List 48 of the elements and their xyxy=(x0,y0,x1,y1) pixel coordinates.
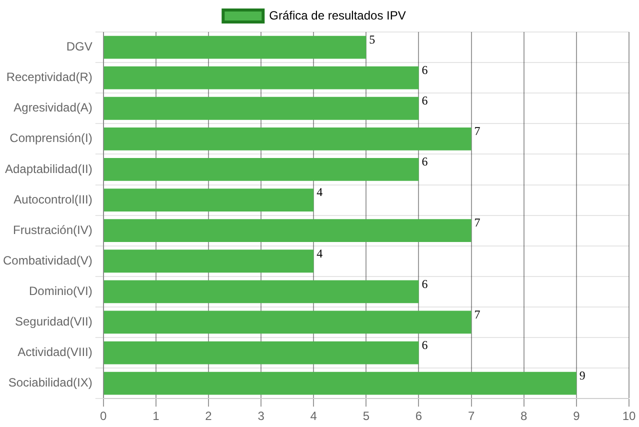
data-label: 6 xyxy=(422,338,428,352)
bar xyxy=(104,341,419,364)
data-label: 9 xyxy=(579,368,586,382)
bar xyxy=(104,96,419,120)
data-label: 4 xyxy=(316,246,323,260)
x-tick-label: 4 xyxy=(310,409,318,424)
bar xyxy=(104,36,366,59)
x-tick-label: 5 xyxy=(362,409,370,424)
x-tick-label: 8 xyxy=(520,409,528,424)
y-tick-label: Receptividad(R) xyxy=(6,70,92,84)
legend-label: Gráfica de resultados IPV xyxy=(269,8,406,22)
bar xyxy=(104,188,314,212)
y-tick-label: Comprensión(I) xyxy=(10,131,92,146)
data-label: 6 xyxy=(422,154,428,169)
bar xyxy=(104,280,419,304)
y-tick-label: DGV xyxy=(66,40,92,54)
data-label: 7 xyxy=(474,124,480,138)
bar xyxy=(104,250,314,273)
y-tick-label: Seguridad(VII) xyxy=(14,314,92,329)
y-tick-label: Adaptabilidad(II) xyxy=(4,162,92,176)
x-tick-label: 9 xyxy=(573,409,580,424)
y-tick-label: Autocontrol(III) xyxy=(14,192,92,206)
bar xyxy=(104,372,576,395)
x-tick-label: 1 xyxy=(152,409,160,424)
data-label: 6 xyxy=(422,62,428,77)
bar xyxy=(104,66,419,90)
y-tick-label: Sociabilidad(IX) xyxy=(8,376,92,390)
y-tick-label: Actividad(VIII) xyxy=(18,345,92,360)
data-label: 5 xyxy=(369,32,376,46)
y-tick-label: Agresividad(A) xyxy=(14,100,92,115)
x-tick-label: 10 xyxy=(622,409,636,424)
y-tick-label: Frustración(IV) xyxy=(13,222,92,237)
x-tick-label: 2 xyxy=(205,409,212,424)
data-label: 6 xyxy=(422,94,428,108)
data-label: 6 xyxy=(422,276,428,291)
x-tick-label: 6 xyxy=(415,409,422,424)
bar xyxy=(104,158,419,181)
bar xyxy=(104,127,472,150)
y-tick-label: Dominio(VI) xyxy=(29,284,92,298)
x-tick-label: 7 xyxy=(468,409,475,424)
x-tick-label: 0 xyxy=(100,409,108,424)
bar xyxy=(104,310,472,334)
x-tick-label: 3 xyxy=(258,409,265,424)
data-label: 4 xyxy=(316,185,323,200)
y-tick-label: Combatividad(V) xyxy=(2,253,92,268)
data-label: 7 xyxy=(474,216,480,230)
data-label: 7 xyxy=(474,307,480,322)
bar xyxy=(104,219,472,242)
